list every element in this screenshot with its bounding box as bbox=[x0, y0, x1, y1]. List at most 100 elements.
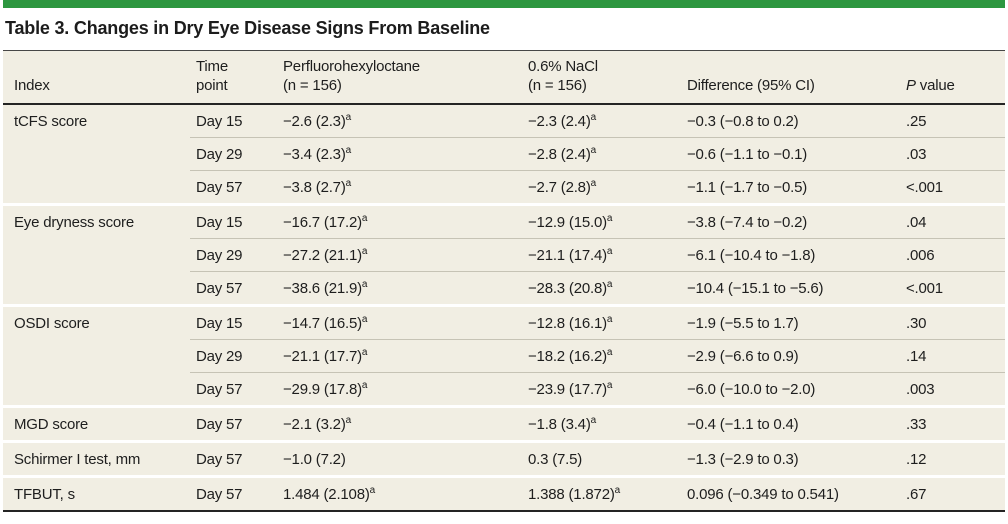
time-point-cell: Day 57 bbox=[190, 372, 283, 407]
p-value-cell: .14 bbox=[906, 339, 1005, 373]
difference-cell: −6.0 (−10.0 to −2.0) bbox=[687, 372, 906, 407]
cell-text: −14.7 (16.5) bbox=[283, 314, 362, 332]
p-value-cell: .12 bbox=[906, 440, 1005, 477]
cell-text: TFBUT, s bbox=[14, 485, 75, 503]
superscript-marker: a bbox=[590, 414, 597, 426]
superscript-marker: a bbox=[606, 313, 613, 325]
cell-text: .14 bbox=[906, 347, 927, 365]
table-row: MGD score Day 57 −2.1 (3.2)a −1.8 (3.4)a… bbox=[3, 405, 1005, 442]
p-value-cell: .67 bbox=[906, 475, 1005, 512]
cell-text: .33 bbox=[906, 415, 927, 433]
cell-text: Day 15 bbox=[196, 314, 243, 332]
cell-text: −2.9 (−6.6 to 0.9) bbox=[687, 347, 799, 365]
index-cell: tCFS score bbox=[3, 104, 190, 138]
time-point-cell: Day 15 bbox=[190, 203, 283, 239]
superscript-marker: a bbox=[361, 245, 368, 257]
superscript-marker: a bbox=[345, 144, 352, 156]
cell-text: −6.0 (−10.0 to −2.0) bbox=[687, 380, 816, 398]
nacl-cell: 1.388 (1.872)a bbox=[528, 475, 687, 512]
superscript-marker: a bbox=[590, 177, 597, 189]
cell-text: −2.6 (2.3) bbox=[283, 112, 346, 130]
difference-cell: −1.1 (−1.7 to −0.5) bbox=[687, 170, 906, 205]
superscript-marker: a bbox=[361, 313, 368, 325]
cell-text: OSDI score bbox=[14, 314, 90, 332]
index-cell bbox=[3, 339, 190, 373]
time-point-cell: Day 57 bbox=[190, 405, 283, 442]
cell-text: Day 57 bbox=[196, 380, 243, 398]
time-point-cell: Day 57 bbox=[190, 271, 283, 306]
pfho-cell: −27.2 (21.1)a bbox=[283, 238, 528, 272]
dry-eye-signs-table: Index Time point Perfluorohexyloctane (n… bbox=[3, 50, 1005, 512]
cell-text: −29.9 (17.8) bbox=[283, 380, 362, 398]
cell-text: −38.6 (21.9) bbox=[283, 279, 362, 297]
cell-text: MGD score bbox=[14, 415, 89, 433]
pfho-cell: −2.1 (3.2)a bbox=[283, 405, 528, 442]
index-cell bbox=[3, 137, 190, 171]
cell-text: −18.2 (16.2) bbox=[528, 347, 607, 365]
cell-text: Eye dryness score bbox=[14, 213, 134, 231]
cell-text: .03 bbox=[906, 145, 927, 163]
cell-text: Day 15 bbox=[196, 213, 243, 231]
cell-text: −21.1 (17.4) bbox=[528, 246, 607, 264]
cell-text: −1.3 (−2.9 to 0.3) bbox=[687, 450, 799, 468]
col-header-pfho: Perfluorohexyloctane (n = 156) bbox=[283, 50, 528, 105]
index-cell bbox=[3, 271, 190, 306]
p-value-cell: .03 bbox=[906, 137, 1005, 171]
nacl-cell: −1.8 (3.4)a bbox=[528, 405, 687, 442]
cell-text: −6.1 (−10.4 to −1.8) bbox=[687, 246, 816, 264]
col-header-nacl: 0.6% NaCl (n = 156) bbox=[528, 50, 687, 105]
header-row: Index Time point Perfluorohexyloctane (n… bbox=[3, 50, 1005, 105]
pfho-cell: −14.7 (16.5)a bbox=[283, 304, 528, 340]
cell-text: <.001 bbox=[906, 279, 943, 297]
col-header-difference: Difference (95% CI) bbox=[687, 50, 906, 105]
time-point-cell: Day 57 bbox=[190, 170, 283, 205]
superscript-marker: a bbox=[345, 414, 352, 426]
cell-text: Day 57 bbox=[196, 450, 243, 468]
nacl-cell: −28.3 (20.8)a bbox=[528, 271, 687, 306]
p-value-cell: <.001 bbox=[906, 170, 1005, 205]
cell-text: .003 bbox=[906, 380, 935, 398]
cell-text: .67 bbox=[906, 485, 927, 503]
superscript-marker: a bbox=[614, 484, 621, 496]
cell-text: −3.8 (−7.4 to −0.2) bbox=[687, 213, 808, 231]
cell-text: −12.9 (15.0) bbox=[528, 213, 607, 231]
table-title: Table 3. Changes in Dry Eye Disease Sign… bbox=[5, 18, 490, 38]
cell-text: −2.8 (2.4) bbox=[528, 145, 591, 163]
p-value-cell: .33 bbox=[906, 405, 1005, 442]
cell-text: −28.3 (20.8) bbox=[528, 279, 607, 297]
difference-cell: 0.096 (−0.349 to 0.541) bbox=[687, 475, 906, 512]
superscript-marker: a bbox=[361, 379, 368, 391]
cell-text: −1.9 (−5.5 to 1.7) bbox=[687, 314, 799, 332]
difference-cell: −10.4 (−15.1 to −5.6) bbox=[687, 271, 906, 306]
p-value-cell: .04 bbox=[906, 203, 1005, 239]
p-value-cell: .25 bbox=[906, 104, 1005, 138]
cell-text: Day 57 bbox=[196, 279, 243, 297]
col-header-time-point: Time point bbox=[190, 50, 283, 105]
superscript-marker: a bbox=[369, 484, 376, 496]
cell-text: tCFS score bbox=[14, 112, 88, 130]
cell-text: −1.0 (7.2) bbox=[283, 450, 346, 468]
pfho-cell: −1.0 (7.2) bbox=[283, 440, 528, 477]
superscript-marker: a bbox=[606, 278, 613, 290]
difference-cell: −1.9 (−5.5 to 1.7) bbox=[687, 304, 906, 340]
difference-cell: −0.6 (−1.1 to −0.1) bbox=[687, 137, 906, 171]
cell-text: Day 29 bbox=[196, 145, 243, 163]
cell-text: −10.4 (−15.1 to −5.6) bbox=[687, 279, 824, 297]
pfho-cell: −29.9 (17.8)a bbox=[283, 372, 528, 407]
p-value-cell: .006 bbox=[906, 238, 1005, 272]
index-cell bbox=[3, 170, 190, 205]
nacl-cell: −2.7 (2.8)a bbox=[528, 170, 687, 205]
cell-text: Day 57 bbox=[196, 485, 243, 503]
cell-text: .12 bbox=[906, 450, 927, 468]
nacl-cell: −18.2 (16.2)a bbox=[528, 339, 687, 373]
col-header-index: Index bbox=[3, 50, 190, 105]
cell-text: Day 29 bbox=[196, 347, 243, 365]
difference-cell: −0.3 (−0.8 to 0.2) bbox=[687, 104, 906, 138]
time-point-cell: Day 57 bbox=[190, 475, 283, 512]
cell-text: −12.8 (16.1) bbox=[528, 314, 607, 332]
time-point-cell: Day 15 bbox=[190, 104, 283, 138]
cell-text: −1.8 (3.4) bbox=[528, 415, 591, 433]
superscript-marker: a bbox=[606, 245, 613, 257]
cell-text: −2.7 (2.8) bbox=[528, 178, 591, 196]
